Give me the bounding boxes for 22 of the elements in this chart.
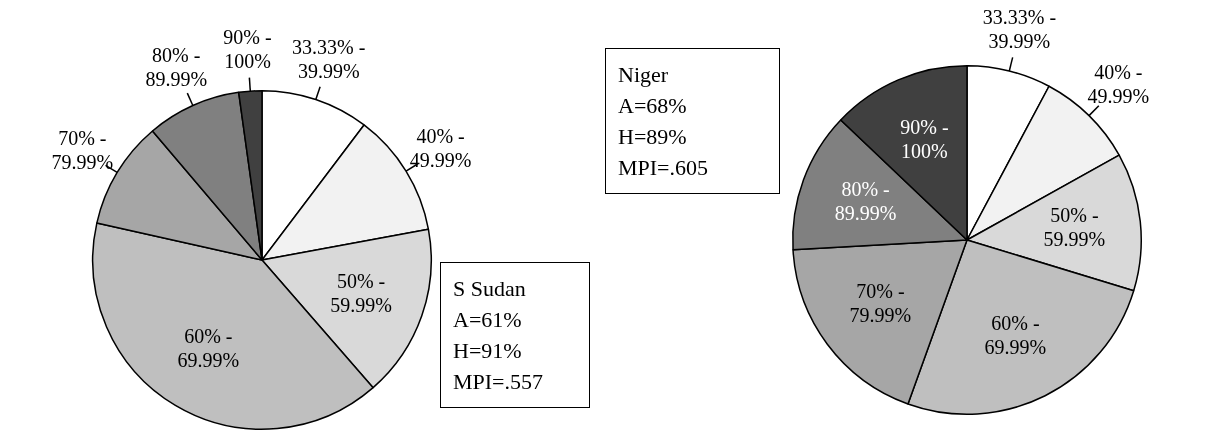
text: A=68%: [618, 92, 688, 120]
slice-label: 40% - 49.99%: [1087, 61, 1150, 108]
slice-label: 40% - 49.99%: [409, 125, 472, 172]
text: H=91%: [453, 337, 523, 365]
text: MPI=.557: [453, 368, 545, 396]
slice-label: 70% - 79.99%: [51, 126, 114, 173]
text: H=89%: [618, 123, 688, 151]
text: A=61%: [453, 306, 523, 334]
text: MPI=.605: [618, 154, 710, 182]
slice-label: 50% - 59.99%: [1043, 203, 1106, 250]
slice-label: 60% - 69.99%: [177, 325, 240, 372]
slice-label: 90% - 100%: [223, 25, 272, 72]
slice-label: 80% - 89.99%: [834, 178, 897, 225]
slice-label: 90% - 100%: [900, 115, 949, 162]
slice-label: 80% - 89.99%: [145, 43, 208, 90]
slice-label: 33.33% - 39.99%: [292, 36, 366, 83]
slice-label: 60% - 69.99%: [984, 311, 1047, 358]
slice-label: 33.33% - 39.99%: [982, 5, 1057, 52]
text: S Sudan: [453, 275, 527, 303]
text: Niger: [618, 61, 670, 89]
slice-label: 70% - 79.99%: [849, 279, 912, 326]
slice-label: 50% - 59.99%: [330, 269, 392, 316]
